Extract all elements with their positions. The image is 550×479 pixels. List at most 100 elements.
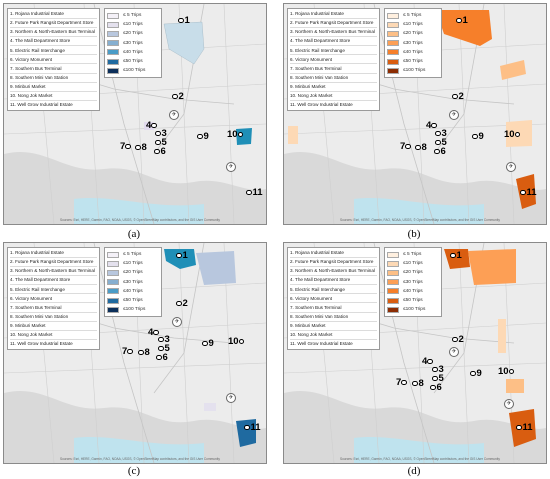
location-item: 9. Minburi Market <box>10 322 97 331</box>
location-dot-icon <box>246 189 252 196</box>
location-dot-icon <box>435 139 441 146</box>
marker-10[interactable]: 10 <box>227 130 244 139</box>
location-item: 2. Future Park Rangsit Department Store <box>290 19 377 29</box>
location-item: 5. Electric Rail Interchange <box>10 46 97 56</box>
marker-2[interactable]: 2 <box>452 92 464 101</box>
legend-swatch <box>387 21 399 28</box>
marker-2[interactable]: 2 <box>176 299 188 308</box>
legend-swatch <box>107 279 119 286</box>
legend-swatch <box>107 288 119 295</box>
legend-swatch <box>107 306 119 313</box>
marker-9[interactable]: 9 <box>197 132 209 141</box>
marker-11[interactable]: 11 <box>516 423 533 432</box>
marker-2[interactable]: 2 <box>172 92 184 101</box>
location-dot-icon <box>176 252 182 259</box>
legend-swatch <box>107 40 119 47</box>
marker-11[interactable]: 11 <box>520 188 537 197</box>
marker-3[interactable]: 3 <box>435 129 447 138</box>
marker-10[interactable]: 10 <box>498 367 515 376</box>
trip-legend: ≤ 5 Trips ≤10 Trips ≤20 Trips ≤30 Trips … <box>384 8 442 79</box>
marker-3[interactable]: 3 <box>158 335 170 344</box>
legend-swatch <box>387 40 399 47</box>
legend-swatch <box>387 288 399 295</box>
marker-1[interactable]: 1 <box>456 16 468 25</box>
marker-5[interactable]: 5 <box>155 138 167 147</box>
marker-9[interactable]: 9 <box>202 339 214 348</box>
location-dot-icon <box>138 349 144 356</box>
marker-9[interactable]: 9 <box>470 369 482 378</box>
map-attribution: Sources: Esri, HERE, Garmin, FAO, NOAA, … <box>339 218 500 222</box>
marker-8[interactable]: 8 <box>135 143 147 152</box>
marker-5[interactable]: 5 <box>432 374 444 383</box>
marker-8[interactable]: 8 <box>138 348 150 357</box>
location-item: 8. Southern Mini Van Station <box>290 313 377 322</box>
marker-6[interactable]: 6 <box>430 383 442 392</box>
legend-swatch <box>387 67 399 74</box>
marker-10[interactable]: 10 <box>504 130 521 139</box>
location-dot-icon <box>135 144 141 151</box>
legend-swatch <box>107 297 119 304</box>
location-dot-icon <box>158 336 164 343</box>
marker-8[interactable]: 8 <box>415 143 427 152</box>
map-panel-a[interactable]: 1. Rojana Industrial Estate 2. Future Pa… <box>3 3 267 225</box>
trip-legend: ≤ 5 Trips ≤10 Trips ≤20 Trips ≤30 Trips … <box>104 247 162 318</box>
location-dot-icon <box>514 131 521 138</box>
location-dot-icon <box>516 424 522 431</box>
location-item: 8. Southern Mini Van Station <box>10 313 97 322</box>
marker-1[interactable]: 1 <box>176 251 188 260</box>
marker-4[interactable]: 4 <box>426 121 438 130</box>
marker-9[interactable]: 9 <box>472 132 484 141</box>
legend-swatch <box>387 49 399 56</box>
marker-7[interactable]: 7 <box>122 347 134 356</box>
location-dot-icon <box>155 130 161 137</box>
map-panel-b[interactable]: 1. Rojana Industrial Estate 2. Future Pa… <box>283 3 547 225</box>
legend-swatch <box>387 251 399 258</box>
map-panel-c[interactable]: 1. Rojana Industrial Estate 2. Future Pa… <box>3 242 267 464</box>
panel-caption-c: (c) <box>127 465 141 477</box>
marker-5[interactable]: 5 <box>158 344 170 353</box>
legend-label: ≤30 Trips <box>123 279 143 285</box>
location-dot-icon <box>127 348 133 355</box>
marker-1[interactable]: 1 <box>450 251 462 260</box>
trip-legend: ≤ 5 Trips ≤10 Trips ≤20 Trips ≤30 Trips … <box>384 247 442 318</box>
marker-2[interactable]: 2 <box>452 335 464 344</box>
location-dot-icon <box>450 252 456 259</box>
location-dot-icon <box>508 368 515 375</box>
location-item: 6. Victory Monument <box>10 294 97 304</box>
marker-4[interactable]: 4 <box>422 357 434 366</box>
marker-7[interactable]: 7 <box>120 142 132 151</box>
marker-6[interactable]: 6 <box>434 147 446 156</box>
marker-11[interactable]: 11 <box>244 423 261 432</box>
location-dot-icon <box>470 370 476 377</box>
location-item: 5. Electric Rail Interchange <box>10 285 97 295</box>
marker-4[interactable]: 4 <box>146 121 158 130</box>
marker-8[interactable]: 8 <box>412 379 424 388</box>
location-dot-icon <box>452 336 458 343</box>
legend-label: ≤100 Trips <box>403 307 426 313</box>
location-item: 6. Victory Monument <box>290 294 377 304</box>
location-dot-icon <box>154 148 160 155</box>
location-dot-icon <box>155 139 161 146</box>
location-dot-icon <box>456 17 462 24</box>
airport-icon: ✈ <box>172 317 182 327</box>
location-list: 1. Rojana Industrial Estate 2. Future Pa… <box>287 8 380 111</box>
map-attribution: Sources: Esri, HERE, Garmin, FAO, NOAA, … <box>339 457 500 461</box>
marker-6[interactable]: 6 <box>154 147 166 156</box>
marker-1[interactable]: 1 <box>178 16 190 25</box>
marker-4[interactable]: 4 <box>148 328 160 337</box>
marker-3[interactable]: 3 <box>432 365 444 374</box>
legend-swatch <box>387 279 399 286</box>
marker-6[interactable]: 6 <box>156 353 168 362</box>
marker-10[interactable]: 10 <box>228 337 245 346</box>
marker-11[interactable]: 11 <box>246 188 263 197</box>
marker-7[interactable]: 7 <box>400 142 412 151</box>
map-panel-d[interactable]: 1. Rojana Industrial Estate 2. Future Pa… <box>283 242 547 464</box>
location-dot-icon <box>432 375 438 382</box>
marker-5[interactable]: 5 <box>435 138 447 147</box>
location-dot-icon <box>156 354 162 361</box>
legend-label: ≤10 Trips <box>403 261 423 267</box>
location-dot-icon <box>520 189 526 196</box>
marker-7[interactable]: 7 <box>396 378 408 387</box>
legend-label: ≤20 Trips <box>123 31 143 37</box>
marker-3[interactable]: 3 <box>155 129 167 138</box>
